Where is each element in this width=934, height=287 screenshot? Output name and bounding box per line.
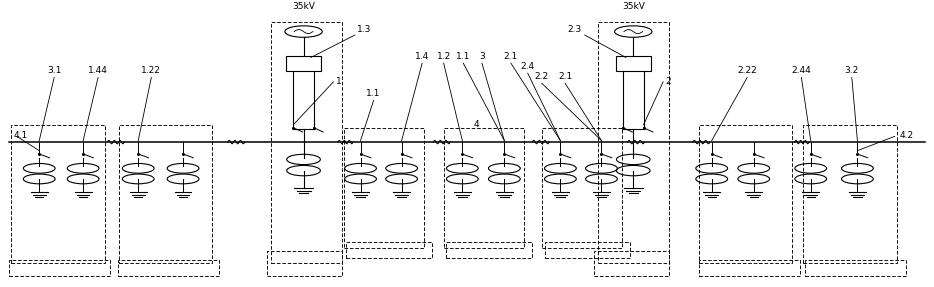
Bar: [616, 56, 651, 71]
Text: 35kV: 35kV: [292, 3, 315, 11]
Text: 2.4: 2.4: [520, 62, 535, 71]
Text: 4.2: 4.2: [899, 131, 913, 140]
Text: 1.44: 1.44: [88, 66, 108, 75]
Text: 3.2: 3.2: [844, 66, 859, 75]
Bar: [803, 125, 897, 263]
Text: 1.22: 1.22: [141, 66, 162, 75]
Bar: [346, 242, 432, 258]
Bar: [594, 251, 669, 276]
Bar: [286, 56, 321, 71]
Text: 4: 4: [474, 120, 479, 129]
Text: 2.1: 2.1: [558, 72, 573, 81]
Text: 2.22: 2.22: [737, 66, 757, 75]
Text: 4.1: 4.1: [13, 131, 27, 140]
Bar: [699, 260, 800, 276]
Bar: [9, 260, 110, 276]
Bar: [344, 128, 424, 248]
Bar: [118, 260, 219, 276]
Bar: [598, 22, 669, 263]
Text: 2.1: 2.1: [503, 52, 518, 61]
Text: 1.1: 1.1: [366, 89, 381, 98]
Bar: [267, 251, 342, 276]
Bar: [119, 125, 212, 263]
Bar: [545, 242, 630, 258]
Text: 2.2: 2.2: [534, 72, 549, 81]
Text: 3: 3: [479, 52, 485, 61]
Bar: [446, 242, 532, 258]
Bar: [444, 128, 524, 248]
Bar: [805, 260, 906, 276]
Text: 2.44: 2.44: [791, 66, 812, 75]
Bar: [11, 125, 105, 263]
Text: 2: 2: [665, 77, 671, 86]
Text: 1.3: 1.3: [357, 26, 371, 34]
Text: 1.4: 1.4: [415, 52, 430, 61]
Bar: [542, 128, 622, 248]
Text: 2.3: 2.3: [568, 26, 582, 34]
Text: 35kV: 35kV: [622, 3, 644, 11]
Text: 1.2: 1.2: [436, 52, 451, 61]
Bar: [699, 125, 792, 263]
Text: 1.1: 1.1: [456, 52, 471, 61]
Text: 1: 1: [336, 77, 342, 86]
Text: 3.1: 3.1: [47, 66, 62, 75]
Bar: [271, 22, 342, 263]
